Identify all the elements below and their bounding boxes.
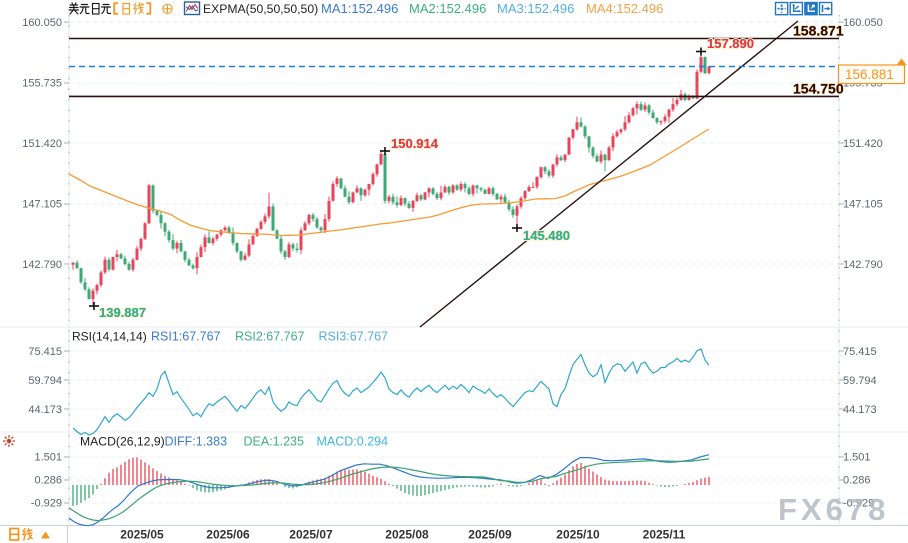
svg-text:44.173: 44.173 xyxy=(843,404,877,416)
svg-text:160.050: 160.050 xyxy=(843,17,883,29)
svg-text:2025/11: 2025/11 xyxy=(643,528,686,542)
svg-text:151.420: 151.420 xyxy=(843,138,883,150)
svg-text:142.790: 142.790 xyxy=(22,259,62,271)
svg-text:147.105: 147.105 xyxy=(22,199,62,211)
svg-text:1.501: 1.501 xyxy=(34,452,62,464)
svg-text:2025/10: 2025/10 xyxy=(556,528,600,542)
svg-text:RSI1:67.767: RSI1:67.767 xyxy=(151,330,221,344)
svg-text:157.890: 157.890 xyxy=(707,36,754,51)
svg-text:154.750: 154.750 xyxy=(793,81,844,97)
svg-text:MACD(26,12,9): MACD(26,12,9) xyxy=(80,435,165,449)
svg-text:145.480: 145.480 xyxy=(523,228,570,243)
svg-text:EXPMA(50,50,50,50): EXPMA(50,50,50,50) xyxy=(203,2,318,16)
svg-text:2025/05: 2025/05 xyxy=(120,528,164,542)
svg-text:44.173: 44.173 xyxy=(28,404,62,416)
svg-text:59.794: 59.794 xyxy=(28,375,62,387)
svg-text:139.887: 139.887 xyxy=(99,305,146,320)
svg-text:75.415: 75.415 xyxy=(28,346,62,358)
svg-text:-0.929: -0.929 xyxy=(31,498,62,510)
svg-text:MA4:152.496: MA4:152.496 xyxy=(586,1,663,16)
svg-text:MACD:0.294: MACD:0.294 xyxy=(317,435,389,449)
svg-text:MA3:152.496: MA3:152.496 xyxy=(497,1,574,16)
svg-text:157.890: 157.890 xyxy=(707,36,754,51)
svg-text:160.050: 160.050 xyxy=(22,17,62,29)
svg-text:2025/09: 2025/09 xyxy=(468,528,512,542)
svg-text:2025/08: 2025/08 xyxy=(385,528,429,542)
svg-text:151.420: 151.420 xyxy=(22,138,62,150)
svg-text:-0.929: -0.929 xyxy=(843,498,874,510)
svg-text:0.286: 0.286 xyxy=(843,475,871,487)
svg-text:RSI2:67.767: RSI2:67.767 xyxy=(235,330,305,344)
svg-text:RSI(14,14,14): RSI(14,14,14) xyxy=(72,330,147,344)
svg-text:156.881: 156.881 xyxy=(845,67,894,82)
svg-text:RSI3:67.767: RSI3:67.767 xyxy=(319,330,389,344)
svg-text:158.871: 158.871 xyxy=(793,23,844,39)
svg-text:2025/06: 2025/06 xyxy=(206,528,250,542)
svg-text:0.286: 0.286 xyxy=(34,475,62,487)
svg-text:142.790: 142.790 xyxy=(843,259,883,271)
svg-text:MA2:152.496: MA2:152.496 xyxy=(409,1,486,16)
svg-text:150.914: 150.914 xyxy=(391,136,439,151)
svg-text:75.415: 75.415 xyxy=(843,346,877,358)
svg-text:147.105: 147.105 xyxy=(843,199,883,211)
svg-text:DIFF:1.383: DIFF:1.383 xyxy=(165,435,228,449)
svg-text:2025/07: 2025/07 xyxy=(289,528,333,542)
svg-text:1.501: 1.501 xyxy=(843,452,871,464)
svg-text:145.480: 145.480 xyxy=(523,228,570,243)
svg-text:MA1:152.496: MA1:152.496 xyxy=(321,1,398,16)
svg-text:59.794: 59.794 xyxy=(843,375,877,387)
svg-text:FX678: FX678 xyxy=(778,492,889,527)
svg-text:155.735: 155.735 xyxy=(22,78,62,90)
svg-text:139.887: 139.887 xyxy=(99,305,146,320)
svg-text:DEA:1.235: DEA:1.235 xyxy=(244,435,305,449)
svg-text:150.914: 150.914 xyxy=(391,136,439,151)
